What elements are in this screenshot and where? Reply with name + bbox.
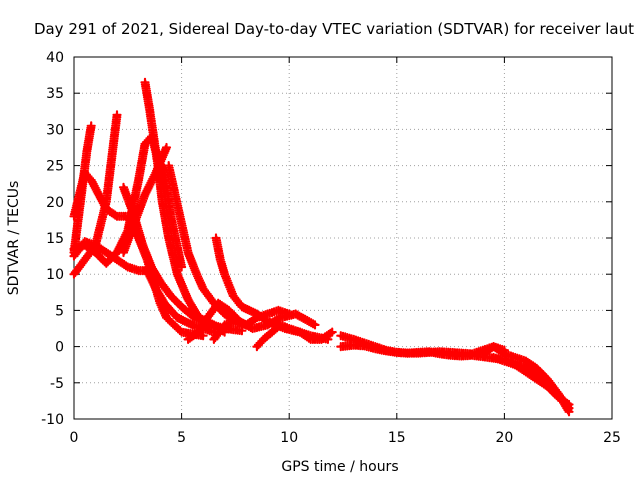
- series-sat-l: [209, 305, 294, 344]
- x-tick-label: 5: [177, 430, 186, 446]
- axis-ticks: 0 5 10 15 20 25 -10 -5 0 5 10 15 20 25 30 35 40: [41, 50, 621, 446]
- y-tick-label: 10: [46, 267, 64, 283]
- y-axis-label: SDTVAR / TECUs: [6, 181, 22, 296]
- data-point: [161, 142, 172, 153]
- series-sat-j: [211, 233, 333, 344]
- data-point: [310, 320, 320, 330]
- data-point: [237, 326, 247, 336]
- x-tick-label: 25: [603, 430, 621, 446]
- x-tick-label: 10: [280, 430, 298, 446]
- y-tick-label: 0: [55, 340, 64, 356]
- data-point: [564, 407, 574, 417]
- data-point: [327, 327, 337, 337]
- series-sat-m: [252, 320, 337, 352]
- y-tick-label: 15: [46, 231, 64, 247]
- data-series: [69, 77, 574, 417]
- data-point: [198, 331, 208, 341]
- y-tick-label: 5: [55, 303, 64, 319]
- series-sat-r: [510, 360, 574, 417]
- y-tick-label: 30: [46, 122, 64, 138]
- x-tick-label: 15: [388, 430, 406, 446]
- series-sat-h: [118, 142, 172, 258]
- grid-lines: [74, 57, 612, 419]
- y-tick-label: 40: [46, 50, 64, 66]
- data-point: [86, 121, 96, 131]
- y-tick-label: -10: [41, 412, 64, 428]
- y-tick-label: 35: [46, 86, 64, 102]
- data-point: [284, 309, 294, 319]
- y-tick-label: 20: [46, 195, 64, 211]
- y-tick-label: 25: [46, 159, 64, 175]
- x-tick-label: 0: [70, 430, 79, 446]
- x-axis-label: GPS time / hours: [281, 459, 398, 475]
- data-point: [112, 110, 122, 120]
- x-tick-label: 20: [495, 430, 513, 446]
- y-tick-label: -5: [50, 376, 64, 392]
- chart-title: Day 291 of 2021, Sidereal Day-to-day VTE…: [34, 20, 634, 38]
